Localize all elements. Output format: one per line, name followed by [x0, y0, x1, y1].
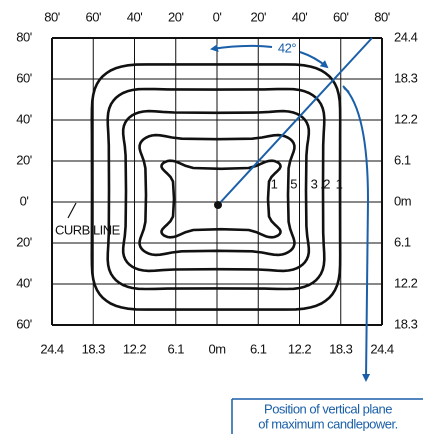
right-label: 12.2 — [394, 275, 418, 290]
bottom-label: 6.1 — [250, 341, 267, 356]
caption-line: Position of vertical plane — [264, 401, 392, 416]
labels: 80' 60' 40' 20' 0' 20' 40' 60' 80'24.4 18.3 12.2 6.… — [16, 9, 418, 356]
contour-label: .5 — [287, 176, 297, 191]
right-label: 0m — [394, 193, 411, 208]
top-label: 60' — [333, 9, 348, 24]
left-label: 60' — [16, 316, 31, 331]
bottom-label: 6.1 — [167, 341, 184, 356]
bottom-label: 18.3 — [82, 341, 106, 356]
isofootcandle-contour — [90, 63, 342, 311]
contour-label: 1 — [336, 176, 343, 191]
luminaire-point — [214, 201, 222, 209]
left-label: 0' — [20, 193, 29, 208]
bottom-label: 24.4 — [40, 341, 64, 356]
top-label: 20' — [251, 9, 266, 24]
left-label: 40' — [16, 111, 31, 126]
contours — [90, 63, 342, 311]
contour-label: 1 — [271, 176, 278, 191]
right-label: 6.1 — [394, 152, 411, 167]
angle-arrow-left — [210, 44, 273, 53]
right-label: 18.3 — [394, 70, 418, 85]
plane-pointer-tip — [343, 87, 350, 93]
caption-line: of maximum candlepower. — [258, 416, 398, 431]
top-label: 80' — [44, 9, 59, 24]
top-label: 40' — [292, 9, 307, 24]
left-label: 20' — [16, 234, 31, 249]
curb-label: CURB LINE — [55, 222, 121, 237]
right-label: 12.2 — [394, 111, 418, 126]
left-label: 40' — [16, 275, 31, 290]
top-label: 80' — [374, 9, 389, 24]
left-label: 20' — [16, 152, 31, 167]
angle-label: 42° — [278, 40, 296, 55]
bottom-label: 24.4 — [370, 341, 394, 356]
max-candlepower-line — [217, 37, 373, 206]
right-label: 18.3 — [394, 316, 418, 331]
right-label: 6.1 — [394, 234, 411, 249]
bottom-label: 18.3 — [329, 341, 353, 356]
isofootcandle-contour — [106, 87, 326, 291]
left-label: 60' — [16, 70, 31, 85]
isofootcandle-contour — [160, 159, 282, 239]
contour-label: 3 — [311, 176, 318, 191]
isofootcandle-contour — [121, 109, 311, 273]
contour-label: .2 — [320, 176, 330, 191]
bottom-label: 12.2 — [123, 341, 147, 356]
angle-arrow-right — [299, 51, 329, 69]
curb-tick — [67, 202, 77, 219]
top-label: 40' — [127, 9, 142, 24]
left-label: 80' — [16, 29, 31, 44]
top-label: 60' — [86, 9, 101, 24]
top-label: 20' — [168, 9, 183, 24]
top-label: 0' — [213, 9, 222, 24]
bottom-label: 12.2 — [288, 341, 312, 356]
right-label: 24.4 — [394, 29, 418, 44]
bottom-label: 0m — [208, 341, 225, 356]
plane-pointer — [342, 85, 371, 382]
